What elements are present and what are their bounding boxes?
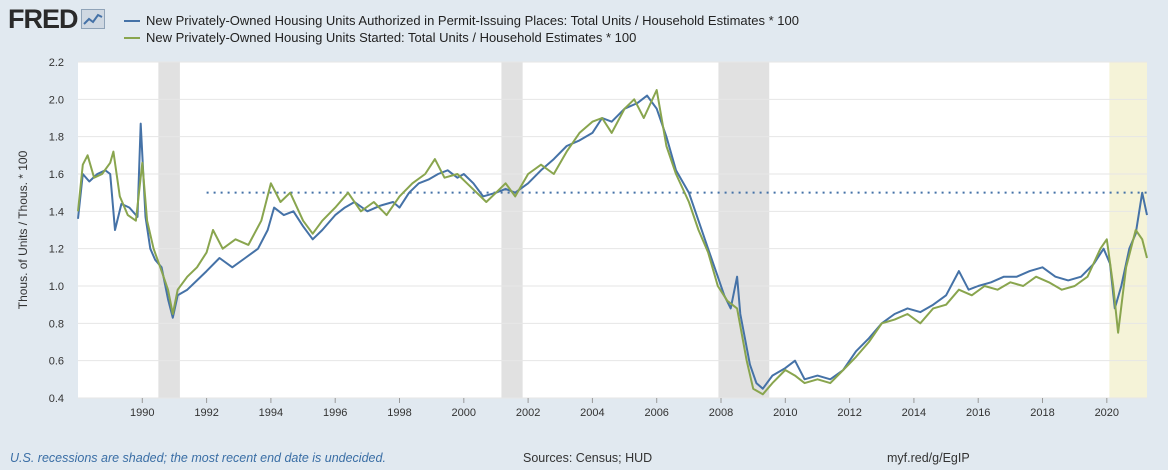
recession-band-4: [1109, 62, 1147, 398]
y-tick-label: 0.4: [49, 393, 64, 405]
x-tick-label: 2010: [773, 407, 797, 419]
sources-text: Sources: Census; HUD: [523, 451, 653, 465]
chart-header: FRED New Privately-Owned Housing Units A…: [0, 0, 1168, 56]
x-tick-label: 2018: [1030, 407, 1054, 419]
chart-legend: New Privately-Owned Housing Units Author…: [124, 12, 799, 46]
y-axis-ticks: 0.4 0.6 0.8 1.0 1.2 1.4 1.6 1.8 2.0 2.2: [49, 57, 64, 405]
legend-swatch-permits: [124, 19, 140, 22]
y-tick-label: 1.6: [49, 169, 64, 181]
chart-line-icon: [80, 9, 105, 29]
x-tick-label: 2012: [837, 407, 861, 419]
x-tick-label: 1996: [323, 407, 347, 419]
x-tick-label: 1992: [194, 407, 218, 419]
x-tick-label: 2008: [709, 407, 733, 419]
x-tick-label: 2004: [580, 407, 604, 419]
recession-note: U.S. recessions are shaded; the most rec…: [10, 451, 386, 465]
y-tick-label: 2.0: [49, 94, 64, 106]
y-tick-label: 1.4: [49, 206, 64, 218]
y-tick-label: 0.8: [49, 318, 64, 330]
line-chart: 0.40.60.81.01.21.41.61.82.02.2 1990 1992 1…: [16, 57, 1148, 419]
y-tick-label: 1.0: [49, 281, 64, 293]
x-tick-label: 2006: [644, 407, 668, 419]
legend-item-permits[interactable]: New Privately-Owned Housing Units Author…: [124, 12, 799, 29]
legend-label-starts: New Privately-Owned Housing Units Starte…: [146, 30, 637, 45]
y-tick-label: 1.8: [49, 132, 64, 144]
series-lines: [77, 89, 1148, 396]
series-line-2[interactable]: [77, 89, 1148, 396]
recession-band-1: [158, 62, 180, 398]
x-tick-label: 2016: [966, 407, 990, 419]
legend-swatch-starts: [124, 36, 140, 39]
logo-text: FRED: [8, 4, 78, 34]
y-axis-label: Thous. of Units / Thous. * 100: [16, 150, 30, 309]
y-tick-label: 2.2: [49, 57, 64, 69]
x-axis-ticks: 1990 1992 1994 1996 1998 2000 2002 2004 2006 2008…: [130, 398, 1119, 419]
gridlines: [78, 61, 1147, 399]
x-tick-label: 2000: [452, 407, 476, 419]
x-tick-label: 1990: [130, 407, 154, 419]
x-tick-label: 2014: [902, 407, 926, 419]
x-tick-label: 1998: [387, 407, 411, 419]
recession-band-2: [501, 62, 523, 398]
x-tick-label: 1994: [259, 407, 283, 419]
x-tick-label: 2002: [516, 407, 540, 419]
legend-item-starts[interactable]: New Privately-Owned Housing Units Starte…: [124, 29, 799, 46]
series-line-1[interactable]: [77, 94, 1148, 390]
short-url-link[interactable]: myf.red/g/EgIP: [887, 451, 970, 465]
y-tick-label: 0.6: [49, 356, 64, 368]
legend-label-permits: New Privately-Owned Housing Units Author…: [146, 13, 799, 28]
y-tick-label: 1.2: [49, 244, 64, 256]
x-tick-label: 2020: [1095, 407, 1119, 419]
plot-area: [78, 62, 1147, 398]
fred-logo[interactable]: FRED: [8, 4, 105, 34]
